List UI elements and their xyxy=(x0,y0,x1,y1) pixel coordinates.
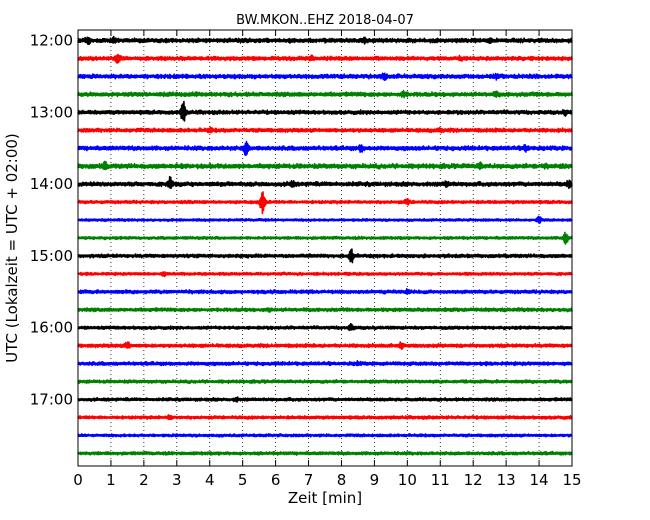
x-tick-label: 12 xyxy=(464,471,483,489)
traces-layer xyxy=(77,35,573,456)
y-tick-label: 15:00 xyxy=(30,247,73,265)
trace-line xyxy=(77,191,573,215)
x-tick-label: 10 xyxy=(398,471,417,489)
trace-line xyxy=(77,433,573,438)
trace-line xyxy=(77,140,573,157)
x-tick-label: 14 xyxy=(530,471,549,489)
trace-line xyxy=(77,35,573,46)
trace-line xyxy=(77,414,573,421)
trace-line xyxy=(77,160,573,171)
x-tick-label: 15 xyxy=(562,471,581,489)
trace-line xyxy=(77,126,573,134)
x-axis-label: Zeit [min] xyxy=(288,489,362,507)
y-tick-label: 17:00 xyxy=(30,391,73,409)
trace-line xyxy=(77,100,573,122)
chart-title: BW.MKON..EHZ 2018-04-07 xyxy=(236,13,414,28)
trace-line xyxy=(77,341,573,351)
trace-line xyxy=(77,248,573,264)
trace-line xyxy=(77,450,573,456)
trace-line xyxy=(77,360,573,367)
x-tick-label: 5 xyxy=(238,471,248,489)
x-tick-label: 6 xyxy=(271,471,281,489)
y-axis-label: UTC (Lokalzeit = UTC + 02:00) xyxy=(3,133,21,363)
y-tick-label: 14:00 xyxy=(30,175,73,193)
x-tick-label: 7 xyxy=(304,471,314,489)
x-tick-label: 13 xyxy=(497,471,516,489)
trace-line xyxy=(77,53,573,64)
y-tick-label: 12:00 xyxy=(30,32,73,50)
trace-line xyxy=(77,231,573,245)
trace-line xyxy=(77,271,573,278)
x-tick-label: 4 xyxy=(205,471,215,489)
trace-line xyxy=(77,72,573,81)
x-tick-label: 2 xyxy=(139,471,149,489)
trace-line xyxy=(77,322,573,332)
x-tick-label: 8 xyxy=(337,471,347,489)
trace-line xyxy=(77,288,573,295)
y-tick-label: 13:00 xyxy=(30,103,73,121)
trace-line xyxy=(77,307,573,313)
x-tick-label: 1 xyxy=(106,471,116,489)
vertical-grid xyxy=(110,30,540,466)
x-tick-label: 0 xyxy=(73,471,83,489)
trace-line xyxy=(77,89,573,99)
trace-line xyxy=(77,379,573,385)
trace-line xyxy=(77,215,573,224)
trace-line xyxy=(77,175,573,189)
axis-ticks: 0 1 2 3 4 5 6 7 8 9 10 11 12 13 14 1512:0013:0014:0015:… xyxy=(30,30,582,489)
y-tick-label: 16:00 xyxy=(30,319,73,337)
plot-frame xyxy=(77,29,573,467)
x-tick-label: 3 xyxy=(172,471,182,489)
x-tick-label: 11 xyxy=(431,471,450,489)
x-tick-label: 9 xyxy=(370,471,380,489)
trace-line xyxy=(77,396,573,403)
